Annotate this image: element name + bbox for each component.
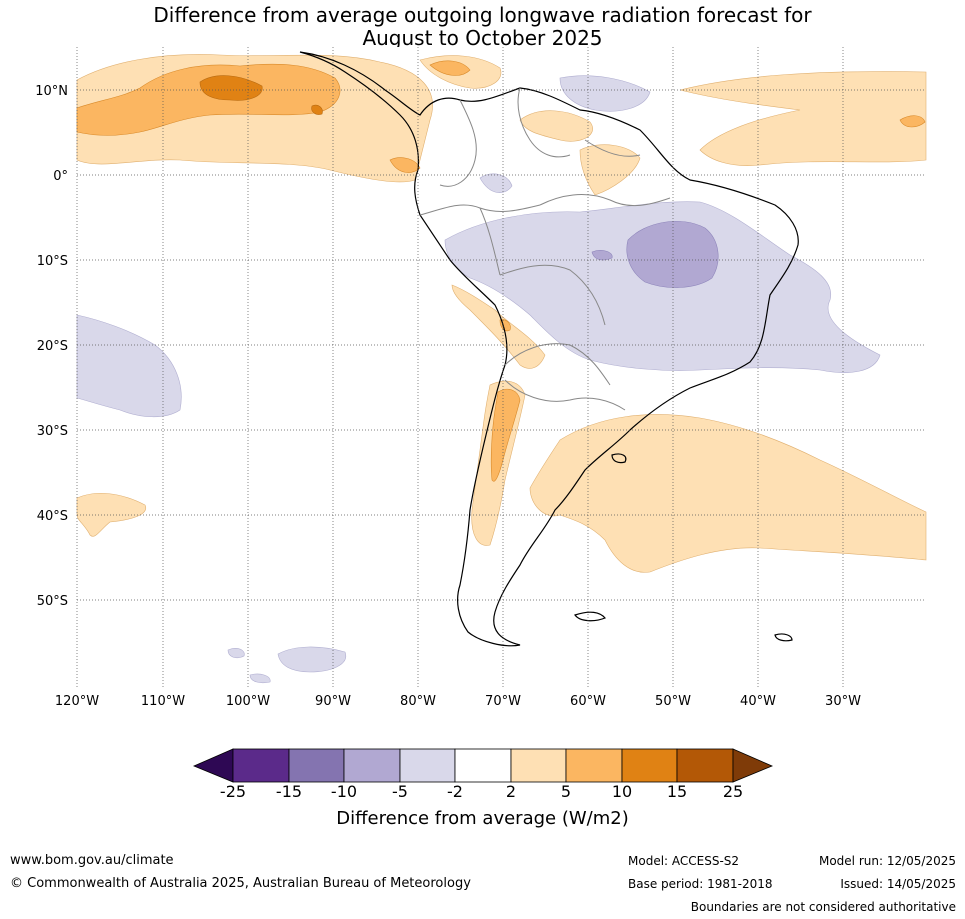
colorbar-tick-label: -15 bbox=[275, 782, 303, 801]
lon-tick-label: 80°W bbox=[400, 694, 436, 709]
colorbar-segment bbox=[676, 748, 734, 783]
lat-tick-label: 20°S bbox=[37, 339, 68, 354]
colorbar-segment bbox=[454, 748, 512, 783]
lon-tick-label: 70°W bbox=[485, 694, 521, 709]
lon-tick-label: 40°W bbox=[740, 694, 776, 709]
colorbar-title: Difference from average (W/m2) bbox=[336, 808, 629, 829]
colorbar-segment bbox=[232, 748, 290, 783]
colorbar-tick-label: -25 bbox=[219, 782, 247, 801]
colorbar bbox=[192, 748, 774, 783]
model-name: Model: ACCESS-S2 bbox=[628, 854, 740, 868]
colorbar-tick-label: 25 bbox=[722, 782, 744, 801]
country-borders bbox=[419, 87, 671, 411]
colorbar-segment bbox=[399, 748, 456, 783]
map-title: Difference from average outgoing longwav… bbox=[0, 4, 965, 50]
lat-axis: 10°N 0° 10°S 20°S 30°S 40°S 50°S bbox=[35, 84, 68, 609]
lon-tick-label: 50°W bbox=[655, 694, 691, 709]
positive-anomaly-medium bbox=[76, 60, 926, 482]
colorbar-segment bbox=[621, 748, 678, 783]
colorbar-tick-label: 2 bbox=[505, 782, 517, 801]
coastlines bbox=[299, 51, 799, 647]
lon-tick-label: 110°W bbox=[141, 694, 185, 709]
colorbar-tick-label: 15 bbox=[666, 782, 688, 801]
lat-tick-label: 10°S bbox=[37, 254, 68, 269]
lat-tick-label: 30°S bbox=[37, 424, 68, 439]
issued-date: Issued: 14/05/2025 bbox=[840, 877, 956, 891]
lon-axis: 120°W 110°W 100°W 90°W 80°W 70°W 60°W 50… bbox=[55, 694, 861, 709]
positive-anomaly-strong bbox=[199, 75, 323, 115]
website-link[interactable]: www.bom.gov.au/climate bbox=[10, 853, 174, 868]
colorbar-tick-label: 5 bbox=[560, 782, 572, 801]
colorbar-segment bbox=[565, 748, 623, 783]
base-period: Base period: 1981-2018 bbox=[628, 877, 773, 891]
colorbar-tick-label: -10 bbox=[330, 782, 358, 801]
copyright-text: © Commonwealth of Australia 2025, Austra… bbox=[10, 876, 471, 891]
colorbar-tick-label: -5 bbox=[392, 782, 408, 801]
colorbar-segment bbox=[343, 748, 401, 783]
negative-anomaly-light bbox=[76, 75, 881, 684]
lon-tick-label: 30°W bbox=[825, 694, 861, 709]
colorbar-segment bbox=[510, 748, 567, 783]
lon-tick-label: 100°W bbox=[226, 694, 270, 709]
lat-tick-label: 50°S bbox=[37, 594, 68, 609]
gridlines bbox=[76, 47, 926, 687]
title-line-1: Difference from average outgoing longwav… bbox=[153, 3, 812, 27]
colorbar-segment bbox=[288, 748, 345, 783]
lon-tick-label: 60°W bbox=[570, 694, 606, 709]
model-run-date: Model run: 12/05/2025 bbox=[818, 854, 956, 868]
map-panel bbox=[76, 47, 927, 687]
title-line-2: August to October 2025 bbox=[362, 26, 603, 50]
colorbar-tick-label: -2 bbox=[447, 782, 463, 801]
lon-tick-label: 120°W bbox=[55, 694, 99, 709]
lat-tick-label: 10°N bbox=[35, 84, 68, 99]
colorbar-max-arrow bbox=[732, 748, 774, 783]
colorbar-min-arrow bbox=[192, 748, 234, 783]
colorbar-tick-label: 10 bbox=[611, 782, 633, 801]
positive-anomaly-light bbox=[76, 54, 927, 573]
boundaries-disclaimer: Boundaries are not considered authoritat… bbox=[690, 900, 956, 914]
negative-anomaly-medium bbox=[591, 221, 719, 288]
lat-tick-label: 40°S bbox=[37, 509, 68, 524]
lon-tick-label: 90°W bbox=[315, 694, 351, 709]
lat-tick-label: 0° bbox=[53, 169, 68, 184]
